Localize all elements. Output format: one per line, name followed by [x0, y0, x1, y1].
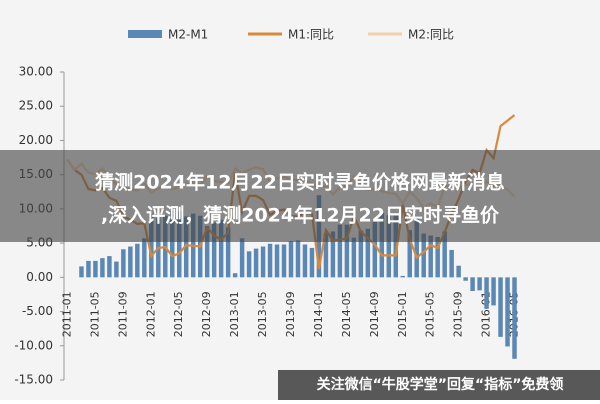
- bar: [498, 277, 503, 337]
- bar: [183, 216, 189, 278]
- bar: [302, 244, 308, 278]
- bar: [79, 266, 84, 278]
- bar: [442, 231, 447, 278]
- bar: [281, 244, 287, 278]
- x-tick-label: 2014-01: [312, 291, 325, 337]
- title-band: [0, 150, 600, 242]
- bar: [267, 243, 273, 278]
- bar: [295, 240, 301, 278]
- bar: [253, 248, 259, 278]
- legend-label: M1:同比: [288, 28, 334, 42]
- title-line: ,深入评测，猜测2024年12月22日实时寻鱼价: [101, 204, 500, 227]
- bar: [274, 244, 280, 278]
- bar: [107, 256, 112, 278]
- y-tick-label: -5.00: [22, 304, 53, 318]
- bar: [232, 273, 238, 278]
- x-tick-label: 2012-05: [172, 291, 185, 337]
- legend-label: M2:同比: [408, 28, 454, 42]
- x-tick-label: 2015-05: [424, 291, 437, 337]
- bar: [358, 230, 364, 278]
- y-tick-label: 30.00: [19, 65, 53, 79]
- bar: [428, 235, 433, 278]
- x-tick-label: 2014-09: [368, 291, 381, 337]
- x-tick-label: 2011-01: [60, 291, 73, 337]
- x-tick-label: 2013-05: [256, 291, 269, 337]
- x-tick-label: 2011-05: [88, 291, 101, 337]
- bar: [309, 247, 315, 278]
- bar: [288, 241, 294, 278]
- bar: [449, 249, 454, 278]
- bar: [128, 246, 133, 278]
- watermark-box: [278, 370, 600, 400]
- bar: [225, 227, 231, 278]
- bar: [491, 277, 496, 306]
- x-tick-label: 2012-09: [200, 291, 213, 337]
- bar: [330, 231, 336, 278]
- x-tick-label: 2013-01: [228, 291, 241, 337]
- bar: [463, 277, 468, 281]
- bar: [400, 275, 405, 278]
- bar: [86, 260, 91, 278]
- bar: [351, 237, 357, 278]
- bar: [149, 213, 154, 278]
- legend-swatch: [128, 30, 162, 38]
- bar: [477, 277, 482, 291]
- bar: [135, 243, 140, 278]
- bar: [100, 258, 105, 278]
- bar: [505, 277, 510, 347]
- bar: [239, 238, 245, 278]
- bar: [512, 277, 517, 359]
- bar: [470, 277, 475, 292]
- bar: [323, 233, 329, 278]
- x-tick-label: 2014-05: [340, 291, 353, 337]
- x-tick-label: 2016-01: [480, 291, 493, 337]
- bar: [414, 217, 419, 278]
- bar: [211, 222, 217, 278]
- bar: [121, 249, 126, 278]
- bar: [421, 233, 426, 278]
- bar: [435, 236, 440, 278]
- bar: [142, 238, 147, 278]
- x-tick-label: 2015-09: [452, 291, 465, 337]
- bar: [386, 215, 392, 278]
- bar: [456, 265, 461, 278]
- y-tick-label: 20.00: [19, 133, 53, 147]
- bar: [93, 260, 98, 278]
- bar: [393, 215, 399, 278]
- y-tick-label: 25.00: [19, 99, 53, 113]
- bar: [204, 226, 210, 278]
- y-tick-label: -15.00: [14, 373, 53, 387]
- bar: [484, 277, 489, 309]
- legend-label: M2-M1: [168, 28, 208, 42]
- bar: [379, 212, 385, 278]
- x-tick-label: 2012-01: [144, 291, 157, 337]
- bar: [344, 224, 350, 278]
- y-tick-label: 0.00: [26, 270, 53, 284]
- bar: [114, 261, 119, 278]
- x-tick-label: 2013-09: [284, 291, 297, 337]
- bar: [337, 224, 343, 278]
- x-tick-label: 2011-09: [116, 291, 129, 337]
- bar: [246, 251, 252, 278]
- bar: [365, 228, 371, 278]
- bar: [170, 210, 175, 278]
- bar: [407, 230, 412, 278]
- bar: [177, 210, 182, 278]
- watermark: 关注微信“牛股学堂”回复“指标”免费领: [317, 376, 564, 393]
- x-tick-label: 2015-01: [396, 291, 409, 337]
- bar: [372, 221, 378, 278]
- bar: [260, 246, 266, 278]
- title-line: 猜测2024年12月22日实时寻鱼价格网最新消息: [95, 171, 505, 194]
- y-tick-label: -10.00: [14, 338, 53, 352]
- bar: [218, 219, 224, 278]
